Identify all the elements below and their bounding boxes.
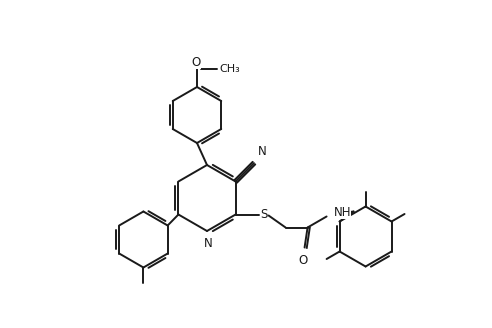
Text: CH₃: CH₃	[219, 64, 240, 74]
Text: N: N	[204, 237, 213, 250]
Text: NH: NH	[334, 206, 351, 219]
Text: S: S	[260, 208, 267, 221]
Text: O: O	[191, 55, 201, 69]
Text: N: N	[258, 145, 267, 158]
Text: O: O	[298, 255, 307, 268]
